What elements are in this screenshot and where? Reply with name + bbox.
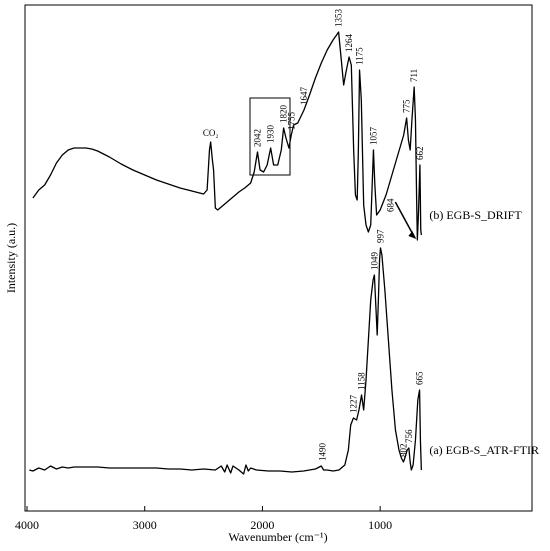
peak-label: 1227 [348, 395, 358, 414]
highlight-box [249, 97, 291, 176]
peak-label: 1049 [369, 252, 379, 271]
peak-label: 1647 [299, 87, 309, 106]
peak-label: 775 [402, 99, 412, 113]
x-tick-label: 4000 [15, 518, 39, 532]
peak-label: 1057 [368, 127, 378, 146]
peak-arrow [394, 201, 416, 238]
series-label: (b) EGB-S_DRIFT [429, 208, 522, 222]
peak-label: 662 [415, 147, 425, 161]
plot-frame [24, 4, 533, 512]
spectrum-line [29, 247, 422, 475]
peak-label: 1490 [317, 443, 327, 462]
series-label: (a) EGB-S_ATR-FTIR [429, 443, 539, 457]
peak-label: 711 [409, 69, 419, 82]
peak-label: 1353 [334, 9, 344, 28]
peak-label: 1755 [286, 112, 296, 131]
peak-label: 997 [376, 229, 386, 243]
peak-label: 756 [404, 429, 414, 443]
x-tick-label: 3000 [133, 518, 157, 532]
peak-label: 665 [415, 371, 425, 385]
x-tick-label: 2000 [250, 518, 274, 532]
peak-label: 684 [385, 198, 395, 212]
peak-label: 1175 [355, 47, 365, 65]
x-tick-label: 1000 [368, 518, 392, 532]
peak-label: 1158 [357, 372, 367, 390]
x-axis-label: Wavenumber (cm⁻¹) [228, 530, 327, 544]
peak-label: 2042 [252, 129, 262, 147]
peak-label: 1820 [279, 105, 289, 124]
y-axis-label: Intensity (a.u.) [4, 223, 18, 293]
annotation: CO₂ [203, 128, 219, 138]
peak-label: 802 [398, 444, 408, 458]
peak-label: 1264 [344, 34, 354, 53]
peak-label: 1930 [266, 125, 276, 144]
spectrum-line [32, 31, 422, 241]
peak-arrowhead [408, 231, 417, 239]
